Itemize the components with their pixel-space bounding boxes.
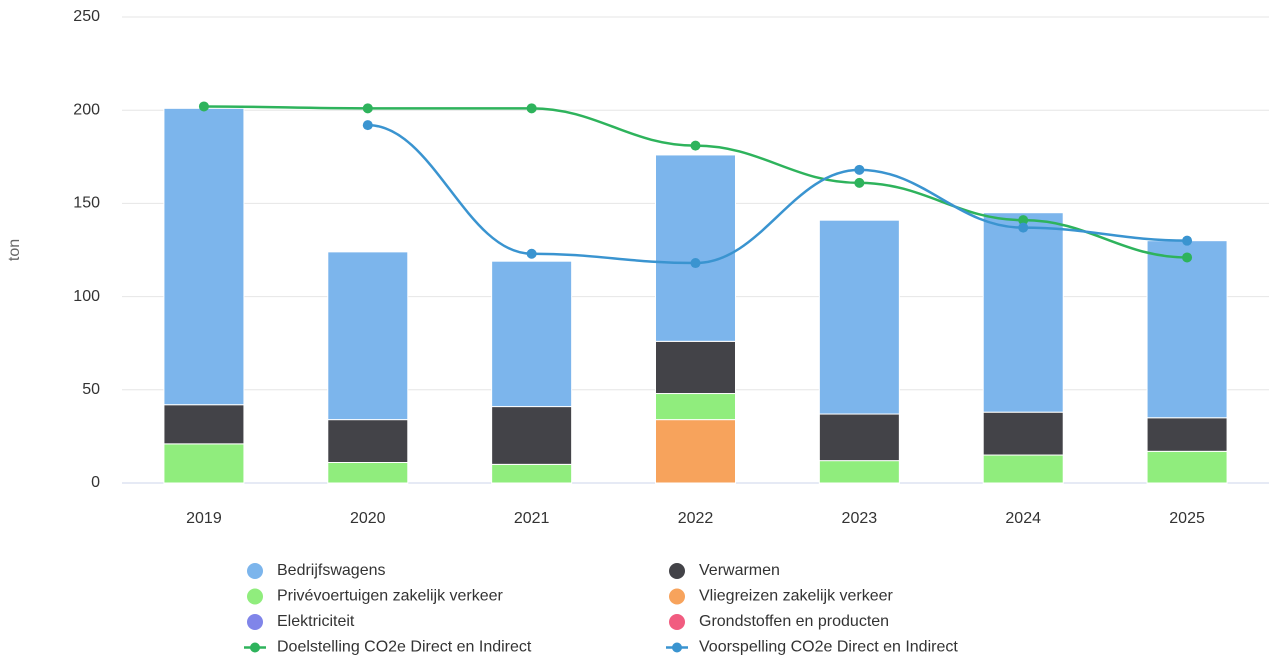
legend-label: Voorspelling CO2e Direct en Indirect (699, 639, 958, 656)
bar (327, 419, 409, 463)
legend-label: Bedrijfswagens (277, 562, 386, 579)
point (854, 177, 865, 188)
x-tick-label: 2019 (186, 510, 222, 527)
bar (982, 411, 1064, 456)
y-tick-label: 0 (91, 474, 100, 491)
line (367, 123, 1188, 265)
legend-marker (247, 614, 263, 630)
bar (655, 154, 736, 342)
y-axis-label: ton (6, 239, 23, 261)
point (1182, 235, 1193, 246)
legend-marker (247, 588, 263, 605)
bar (655, 340, 736, 395)
bar (982, 454, 1064, 484)
y-tick-label: 50 (82, 381, 100, 398)
bar (327, 251, 409, 421)
bar (163, 404, 245, 445)
point (526, 248, 537, 259)
point (526, 103, 537, 114)
x-tick-label: 2020 (350, 510, 386, 527)
bar (1146, 450, 1228, 484)
bar (491, 260, 573, 408)
x-tick-label: 2024 (1005, 510, 1041, 527)
legend-label: Vliegreizen zakelijk verkeer (699, 588, 894, 605)
point (1018, 222, 1029, 233)
legend-marker (250, 642, 260, 653)
bar (327, 461, 409, 484)
point (1018, 215, 1029, 226)
legend-marker (669, 588, 685, 605)
x-tick-label: 2025 (1169, 510, 1205, 527)
point (198, 101, 209, 112)
bar (1146, 240, 1228, 419)
x-tick-label: 2023 (842, 510, 878, 527)
legend-marker (669, 563, 685, 579)
legend-marker (672, 642, 682, 653)
legend-label: Elektriciteit (277, 613, 355, 630)
bar (1146, 417, 1228, 452)
y-tick-label: 250 (73, 8, 100, 25)
y-tick-label: 100 (73, 288, 100, 305)
point (362, 120, 373, 131)
x-tick-label: 2021 (514, 510, 550, 527)
bar (491, 406, 573, 465)
point (1182, 252, 1193, 263)
legend-label: Grondstoffen en producten (699, 613, 889, 630)
y-tick-label: 200 (73, 101, 100, 118)
point (690, 140, 701, 151)
point (362, 103, 373, 114)
point (854, 164, 865, 175)
bar (491, 463, 573, 484)
bar (655, 419, 736, 484)
bar (655, 393, 736, 421)
x-tick-label: 2022 (678, 510, 714, 527)
bar (982, 212, 1064, 413)
bar (818, 413, 900, 462)
legend-marker (247, 563, 263, 579)
legend-marker (669, 614, 685, 630)
legend-label: Doelstelling CO2e Direct en Indirect (277, 639, 532, 656)
bar (163, 443, 245, 484)
legend-label: Privévoertuigen zakelijk verkeer (277, 588, 504, 605)
bar (163, 107, 245, 406)
bar (818, 219, 900, 415)
legend-label: Verwarmen (699, 562, 780, 579)
y-tick-label: 150 (73, 195, 100, 212)
point (690, 258, 701, 269)
bar (818, 460, 900, 484)
